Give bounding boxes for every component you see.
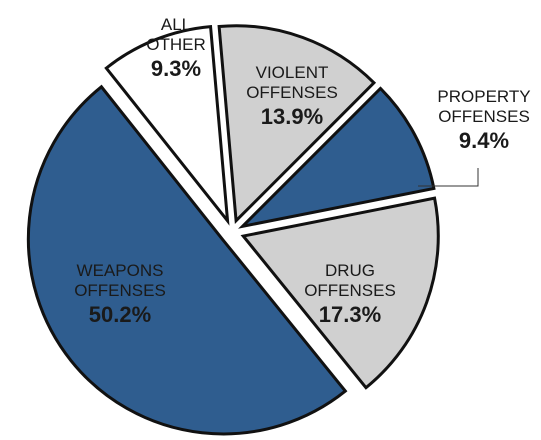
pie-slices (26, 24, 440, 436)
pie-labels: VIOLENTOFFENSES13.9%PROPERTYOFFENSES9.4%… (74, 15, 530, 327)
pie-slice-violent-offenses (217, 24, 377, 225)
pie-slice-weapons-offenses (26, 84, 348, 436)
slice-label-property-offenses: OFFENSES (438, 107, 530, 126)
slice-label-all-other: ALL (161, 15, 191, 34)
slice-value-drug-offenses: 17.3% (319, 302, 381, 327)
slice-value-weapons-offenses: 50.2% (89, 302, 151, 327)
slice-label-weapons-offenses: OFFENSES (74, 281, 166, 300)
slice-value-all-other: 9.3% (151, 56, 201, 81)
pie-slice-all-other (104, 24, 230, 226)
slice-label-drug-offenses: OFFENSES (304, 281, 396, 300)
slice-label-weapons-offenses: WEAPONS (77, 261, 164, 280)
slice-value-property-offenses: 9.4% (459, 128, 509, 153)
slice-label-drug-offenses: DRUG (325, 261, 375, 280)
pie-slice-drug-offenses (240, 196, 440, 390)
slice-label-property-offenses: PROPERTY (437, 87, 530, 106)
slice-label-all-other: OTHER (146, 35, 206, 54)
slice-value-violent-offenses: 13.9% (261, 104, 323, 129)
pie-slice-property-offenses (238, 86, 436, 229)
slice-label-violent-offenses: VIOLENT (256, 63, 329, 82)
leader-line-property-offenses (418, 168, 479, 187)
slice-label-violent-offenses: OFFENSES (246, 83, 338, 102)
